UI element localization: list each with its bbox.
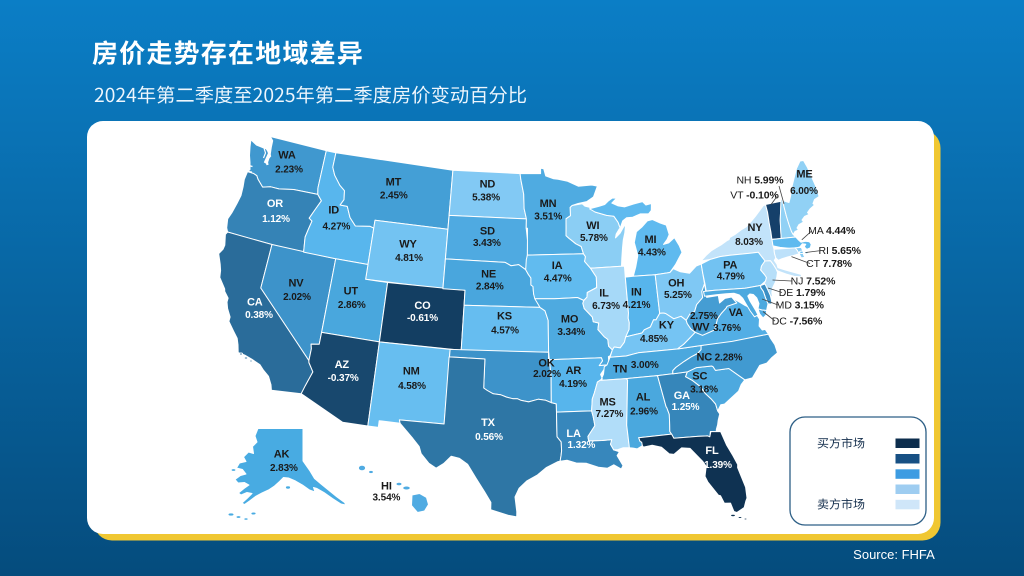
svg-text:RI 5.65%: RI 5.65% — [818, 245, 861, 257]
svg-text:ID: ID — [328, 205, 339, 217]
svg-text:2.75%: 2.75% — [690, 311, 718, 322]
svg-text:WY: WY — [399, 239, 417, 251]
svg-text:DC -7.56%: DC -7.56% — [772, 315, 823, 327]
svg-text:1.12%: 1.12% — [262, 214, 290, 225]
svg-text:2.45%: 2.45% — [380, 190, 408, 201]
svg-text:4.21%: 4.21% — [623, 300, 651, 311]
svg-text:UT: UT — [344, 285, 359, 297]
svg-text:2.02%: 2.02% — [533, 369, 561, 380]
svg-text:3.76%: 3.76% — [713, 323, 741, 334]
svg-text:CA: CA — [247, 296, 263, 308]
svg-text:2.02%: 2.02% — [283, 292, 311, 303]
svg-text:LA: LA — [566, 428, 581, 440]
svg-text:2.84%: 2.84% — [476, 281, 504, 292]
svg-text:2.86%: 2.86% — [338, 300, 366, 311]
svg-text:7.27%: 7.27% — [595, 409, 623, 420]
svg-text:TX: TX — [481, 417, 496, 429]
svg-text:3.18%: 3.18% — [690, 384, 718, 395]
svg-text:4.43%: 4.43% — [638, 248, 666, 259]
svg-text:VA: VA — [729, 307, 743, 319]
svg-text:KY: KY — [659, 320, 675, 332]
svg-text:2.23%: 2.23% — [275, 164, 303, 175]
svg-text:MD 3.15%: MD 3.15% — [776, 300, 825, 312]
svg-text:2.28%: 2.28% — [715, 353, 743, 364]
svg-text:FL: FL — [705, 445, 719, 457]
svg-text:5.78%: 5.78% — [580, 233, 608, 244]
svg-text:SD: SD — [480, 225, 495, 237]
svg-text:5.25%: 5.25% — [664, 290, 692, 301]
svg-text:4.81%: 4.81% — [395, 253, 423, 264]
svg-text:NY: NY — [748, 222, 764, 234]
svg-text:ND: ND — [480, 179, 496, 191]
svg-text:AL: AL — [636, 392, 651, 404]
svg-text:4.79%: 4.79% — [717, 272, 745, 283]
svg-text:PA: PA — [723, 260, 737, 272]
svg-text:8.03%: 8.03% — [735, 237, 763, 248]
svg-text:NC: NC — [697, 351, 713, 363]
svg-text:DE 1.79%: DE 1.79% — [779, 287, 826, 299]
svg-text:AR: AR — [566, 365, 582, 377]
svg-text:KS: KS — [497, 311, 512, 323]
svg-text:IN: IN — [631, 286, 642, 298]
svg-text:4.47%: 4.47% — [544, 274, 572, 285]
svg-text:VT -0.10%: VT -0.10% — [730, 190, 779, 202]
svg-text:0.56%: 0.56% — [475, 432, 503, 443]
svg-text:SC: SC — [692, 370, 707, 382]
svg-text:1.25%: 1.25% — [672, 402, 700, 413]
svg-text:MS: MS — [599, 396, 615, 408]
svg-text:3.34%: 3.34% — [557, 327, 585, 338]
svg-text:CT 7.78%: CT 7.78% — [806, 258, 852, 270]
svg-text:GA: GA — [674, 390, 690, 402]
svg-text:1.32%: 1.32% — [567, 440, 595, 451]
svg-text:0.38%: 0.38% — [245, 310, 273, 321]
svg-text:NH 5.99%: NH 5.99% — [736, 175, 784, 187]
svg-text:3.51%: 3.51% — [534, 212, 562, 223]
svg-text:2.83%: 2.83% — [270, 463, 298, 474]
svg-text:4.85%: 4.85% — [640, 334, 668, 345]
svg-text:TN: TN — [613, 364, 628, 376]
svg-text:IL: IL — [599, 287, 609, 299]
svg-text:3.00%: 3.00% — [631, 360, 659, 371]
svg-text:CO: CO — [414, 300, 431, 312]
svg-text:MI: MI — [645, 234, 657, 246]
svg-text:-0.37%: -0.37% — [328, 373, 359, 384]
svg-text:NM: NM — [403, 365, 420, 377]
svg-text:NE: NE — [481, 269, 496, 281]
svg-text:-1.39%: -1.39% — [701, 460, 732, 471]
svg-text:MT: MT — [386, 176, 402, 188]
svg-text:OK: OK — [538, 358, 554, 370]
svg-text:HI: HI — [381, 481, 392, 493]
svg-text:WA: WA — [278, 150, 296, 162]
svg-text:4.57%: 4.57% — [491, 325, 519, 336]
svg-text:OH: OH — [668, 277, 684, 289]
svg-text:AZ: AZ — [335, 359, 350, 371]
svg-text:MA 4.44%: MA 4.44% — [808, 225, 856, 237]
svg-text:WV: WV — [692, 322, 710, 334]
svg-text:NJ 7.52%: NJ 7.52% — [791, 275, 836, 287]
svg-text:NV: NV — [289, 277, 305, 289]
svg-text:6.00%: 6.00% — [790, 186, 818, 197]
svg-text:2.96%: 2.96% — [630, 407, 658, 418]
svg-text:IA: IA — [552, 260, 563, 272]
svg-text:3.43%: 3.43% — [473, 238, 501, 249]
svg-text:AK: AK — [274, 449, 290, 461]
svg-text:4.58%: 4.58% — [398, 381, 426, 392]
svg-text:4.27%: 4.27% — [322, 221, 350, 232]
svg-text:MN: MN — [540, 198, 557, 210]
svg-text:OR: OR — [267, 198, 283, 210]
svg-text:ME: ME — [796, 169, 812, 181]
svg-text:6.73%: 6.73% — [592, 301, 620, 312]
svg-text:5.38%: 5.38% — [472, 193, 500, 204]
svg-text:-0.61%: -0.61% — [407, 313, 438, 324]
svg-text:MO: MO — [561, 314, 579, 326]
svg-text:3.54%: 3.54% — [372, 492, 400, 503]
svg-text:Source: FHFA: Source: FHFA — [853, 547, 935, 562]
svg-text:4.19%: 4.19% — [559, 379, 587, 390]
svg-text:WI: WI — [586, 220, 599, 232]
